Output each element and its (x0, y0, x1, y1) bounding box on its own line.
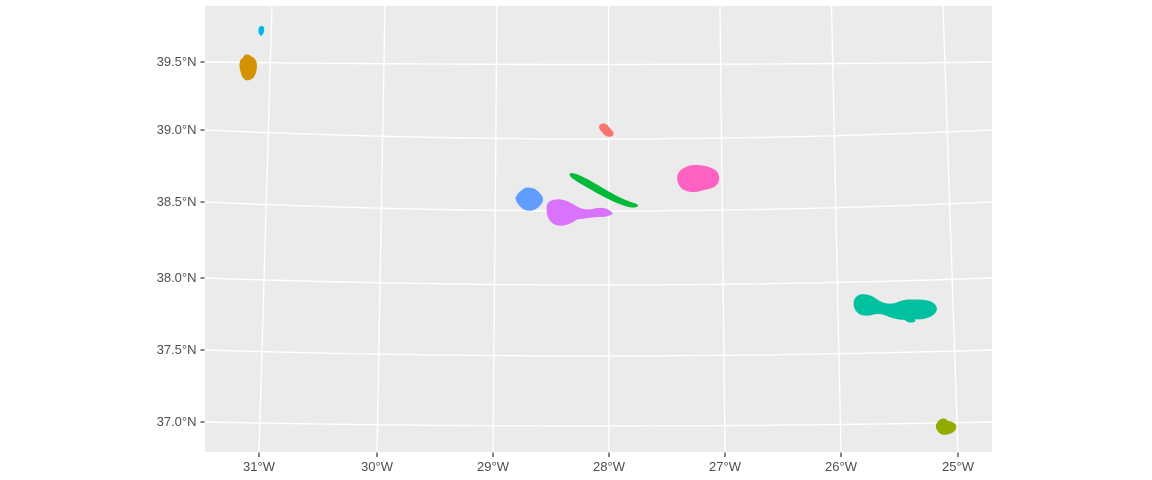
axis-tick-marks (200, 61, 959, 457)
meridian-gridline (719, 5, 726, 453)
parallel-gridline (204, 61, 993, 66)
x-axis-tick-label: 27°W (709, 458, 741, 474)
meridian-gridline (492, 5, 498, 453)
island-graciosa (599, 123, 614, 137)
x-axis-tick-label: 30°W (361, 458, 393, 474)
island-faial (515, 187, 544, 211)
x-axis-tick-label: 29°W (477, 458, 509, 474)
parallel-gridline (204, 349, 993, 357)
island-terceira (677, 164, 720, 193)
parallel-gridline (204, 129, 993, 140)
island-corvo (258, 25, 265, 36)
island-polygons (239, 25, 957, 435)
plot-panel (205, 6, 992, 452)
island-sao-jorge (569, 173, 638, 208)
x-axis-tick-label: 28°W (593, 458, 625, 474)
meridian-gridline (942, 5, 959, 453)
island-sao-miguel (853, 294, 937, 323)
meridian-gridline (607, 5, 610, 453)
graticule-gridlines (204, 5, 993, 453)
meridian-gridline (830, 5, 842, 453)
y-axis-tick-label: 38.5°N (156, 194, 197, 209)
island-pico (546, 199, 613, 226)
y-axis-tick-label: 38.0°N (156, 270, 197, 285)
island-flores (239, 54, 257, 81)
x-axis-tick-label: 25°W (942, 458, 974, 474)
island-santa-maria (935, 418, 957, 435)
meridian-gridline (258, 5, 273, 453)
meridian-gridline (376, 5, 386, 453)
y-axis-tick-label: 37.0°N (156, 414, 197, 429)
y-axis-tick-label: 39.5°N (156, 54, 197, 69)
parallel-gridline (204, 421, 993, 427)
parallel-gridline (204, 277, 993, 286)
x-axis-tick-label: 26°W (825, 458, 857, 474)
y-axis-tick-label: 37.5°N (156, 342, 197, 357)
y-axis-tick-label: 39.0°N (156, 122, 197, 137)
x-axis-tick-label: 31°W (243, 458, 275, 474)
